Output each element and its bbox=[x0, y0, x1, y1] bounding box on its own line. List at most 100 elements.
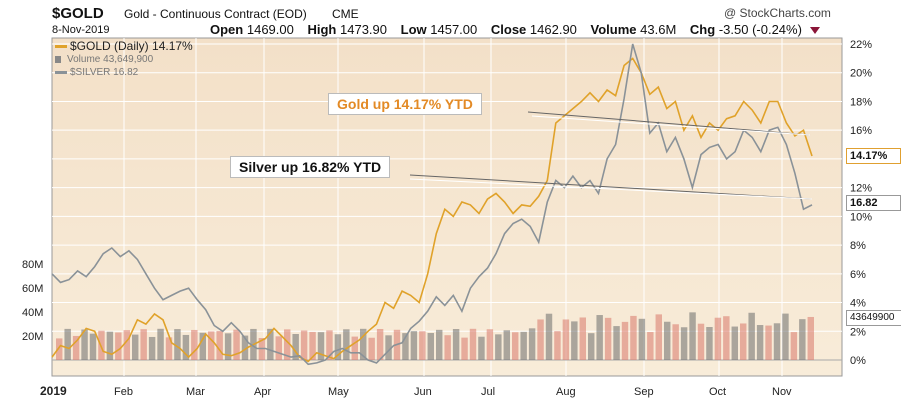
volume-bar bbox=[326, 330, 333, 360]
volume-bar bbox=[444, 335, 451, 360]
y-tick-label: 16% bbox=[850, 125, 872, 137]
volume-bar bbox=[368, 337, 375, 360]
legend-volume: Volume 43,649,900 bbox=[67, 54, 154, 65]
volume-bar bbox=[697, 323, 705, 360]
volume-bar bbox=[241, 335, 249, 360]
volume-bar bbox=[123, 330, 130, 360]
gold-annotation-line bbox=[527, 111, 811, 136]
volume-bar bbox=[452, 329, 460, 360]
volume-bar bbox=[630, 315, 637, 360]
volume-bar bbox=[199, 332, 206, 360]
volume-bar bbox=[723, 316, 730, 360]
legend-gold: $GOLD (Daily) 14.17% bbox=[70, 39, 193, 53]
volume-bar bbox=[461, 337, 468, 360]
brand-link[interactable]: @ StockCharts.com bbox=[724, 6, 831, 20]
volume-bar bbox=[596, 315, 603, 360]
volume-bar bbox=[731, 326, 738, 360]
volume-bar bbox=[351, 336, 358, 360]
y-tick-label: 10% bbox=[850, 211, 872, 223]
volume-bar bbox=[292, 334, 299, 360]
volume-bar bbox=[165, 337, 173, 360]
y-tick-label: 6% bbox=[850, 269, 866, 281]
volume-bar bbox=[208, 331, 215, 360]
volume-bar bbox=[655, 314, 662, 360]
volume-bar bbox=[478, 336, 485, 360]
quote-summary: Open 1469.00 High 1473.90 Low 1457.00 Cl… bbox=[210, 22, 820, 37]
volume-bar bbox=[621, 321, 629, 360]
volume-bar bbox=[64, 328, 71, 360]
volume-bar bbox=[562, 319, 570, 360]
volume-swatch-icon bbox=[55, 55, 61, 63]
volume-bar bbox=[790, 332, 798, 360]
volume-bar bbox=[647, 332, 654, 360]
volume-bar bbox=[343, 329, 350, 360]
volume-bar bbox=[106, 331, 114, 360]
volume-bar bbox=[799, 319, 806, 360]
volume-bar bbox=[385, 335, 392, 360]
volume-bar bbox=[765, 325, 772, 360]
volume-bar bbox=[216, 330, 223, 360]
gold-annotation-line-shadow bbox=[531, 115, 811, 136]
volume-bar bbox=[689, 312, 696, 360]
date-label: 8-Nov-2019 bbox=[52, 24, 110, 36]
volume-bar bbox=[782, 313, 789, 360]
volume-bar bbox=[672, 324, 679, 360]
volume-bar bbox=[604, 317, 612, 360]
volume-tick-label: 40M bbox=[22, 307, 43, 319]
volume-bar bbox=[174, 329, 181, 360]
volume-bar bbox=[317, 332, 325, 360]
volume-bar bbox=[756, 325, 764, 360]
volume-bar bbox=[284, 329, 291, 360]
volume-bar bbox=[72, 335, 80, 360]
volume-bar bbox=[503, 330, 510, 360]
y-tick-label: 8% bbox=[850, 240, 866, 252]
volume-bar bbox=[579, 317, 586, 360]
silver-annotation-line bbox=[409, 174, 813, 200]
volume-bar bbox=[334, 334, 342, 360]
volume-tick-label: 20M bbox=[22, 331, 43, 343]
silver-series-line bbox=[51, 43, 813, 366]
x-tick-label: Apr bbox=[254, 386, 271, 398]
y-tick-label: 2% bbox=[850, 326, 866, 338]
x-tick-label: Jun bbox=[414, 386, 432, 398]
volume-last-value-tag: 43649900 bbox=[846, 310, 901, 326]
volume-bar bbox=[773, 323, 781, 360]
volume-bar bbox=[191, 329, 198, 360]
x-tick-label: Sep bbox=[634, 386, 654, 398]
y-tick-label: 12% bbox=[850, 183, 872, 195]
volume-bar bbox=[402, 333, 409, 360]
volume-bar bbox=[115, 332, 122, 360]
x-tick-label: Mar bbox=[186, 386, 205, 398]
silver-annotation-line-shadow bbox=[409, 178, 813, 200]
volume-bar bbox=[613, 326, 620, 360]
volume-bar bbox=[520, 331, 527, 360]
exchange-label: CME bbox=[332, 7, 359, 21]
volume-bar bbox=[81, 329, 88, 360]
y-tick-label: 22% bbox=[850, 39, 872, 51]
volume-bar bbox=[300, 330, 308, 360]
volume-bar bbox=[376, 328, 384, 360]
chart-header: $GOLD Gold - Continuous Contract (EOD) C… bbox=[0, 0, 901, 38]
gold-swatch-icon bbox=[55, 45, 67, 49]
x-tick-label: Aug bbox=[556, 386, 576, 398]
volume-bar bbox=[528, 328, 536, 360]
volume-bar bbox=[410, 331, 418, 360]
volume-bar bbox=[132, 334, 139, 360]
chart-legend: $GOLD (Daily) 14.17% Volume 43,649,900 $… bbox=[55, 40, 193, 79]
volume-bar bbox=[148, 336, 156, 360]
volume-bar bbox=[748, 312, 755, 360]
volume-bar bbox=[89, 333, 97, 360]
volume-bar bbox=[714, 317, 722, 360]
volume-bar bbox=[233, 329, 240, 360]
volume-bar bbox=[807, 316, 814, 360]
x-tick-label: May bbox=[328, 386, 349, 398]
volume-bar bbox=[309, 331, 316, 360]
x-tick-label: Jul bbox=[481, 386, 495, 398]
volume-bar bbox=[495, 334, 502, 360]
volume-bar bbox=[275, 336, 282, 360]
volume-bar bbox=[486, 329, 494, 360]
volume-tick-label: 60M bbox=[22, 283, 43, 295]
volume-bar bbox=[140, 329, 147, 360]
volume-bar bbox=[545, 313, 553, 360]
